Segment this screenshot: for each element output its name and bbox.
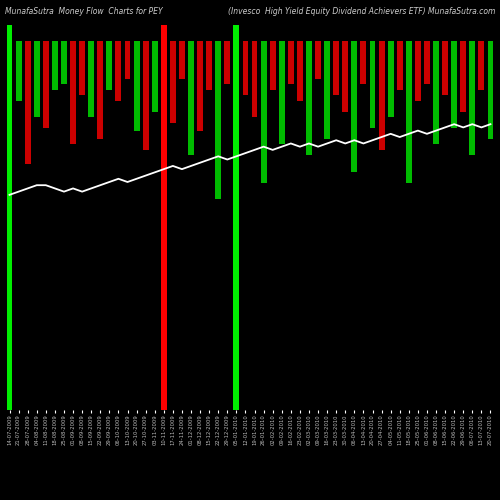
Bar xyxy=(470,40,476,156)
Bar xyxy=(451,40,457,128)
Bar xyxy=(260,40,266,182)
Bar xyxy=(433,40,439,144)
Bar xyxy=(152,40,158,112)
Bar xyxy=(279,40,284,144)
Bar xyxy=(224,40,230,84)
Bar xyxy=(288,40,294,84)
Bar xyxy=(342,40,348,112)
Bar xyxy=(415,40,421,100)
Bar xyxy=(406,40,411,182)
Bar xyxy=(334,40,339,96)
Text: MunafaSutra  Money Flow  Charts for PEY: MunafaSutra Money Flow Charts for PEY xyxy=(5,8,162,16)
Bar xyxy=(206,40,212,90)
Bar xyxy=(124,40,130,79)
Bar xyxy=(478,40,484,90)
Bar xyxy=(98,40,103,139)
Bar xyxy=(324,40,330,139)
Text: (Invesco  High Yield Equity Dividend Achievers ETF) MunafaSutra.com: (Invesco High Yield Equity Dividend Achi… xyxy=(228,8,495,16)
Bar xyxy=(52,40,58,90)
Bar xyxy=(16,40,22,100)
Bar xyxy=(216,40,221,199)
Bar xyxy=(179,40,185,79)
Bar xyxy=(170,40,176,122)
Bar xyxy=(297,40,303,100)
Bar xyxy=(106,40,112,90)
Bar xyxy=(24,40,30,164)
Bar xyxy=(43,40,49,128)
Bar xyxy=(70,40,76,144)
Bar xyxy=(88,40,94,117)
Bar xyxy=(315,40,321,79)
Bar xyxy=(188,40,194,156)
Bar xyxy=(197,40,203,131)
Bar xyxy=(370,40,376,128)
Bar xyxy=(352,40,358,172)
Bar xyxy=(234,24,239,410)
Bar xyxy=(424,40,430,84)
Bar xyxy=(397,40,402,90)
Bar xyxy=(360,40,366,84)
Bar xyxy=(252,40,258,117)
Bar xyxy=(378,40,384,150)
Bar xyxy=(442,40,448,96)
Bar xyxy=(116,40,121,100)
Bar xyxy=(161,24,166,410)
Bar xyxy=(142,40,148,150)
Bar xyxy=(488,40,494,139)
Bar xyxy=(79,40,85,96)
Bar xyxy=(61,40,67,84)
Bar xyxy=(242,40,248,96)
Bar xyxy=(306,40,312,156)
Bar xyxy=(460,40,466,112)
Bar xyxy=(134,40,140,131)
Bar xyxy=(388,40,394,117)
Bar xyxy=(6,24,12,410)
Bar xyxy=(270,40,276,90)
Bar xyxy=(34,40,40,117)
